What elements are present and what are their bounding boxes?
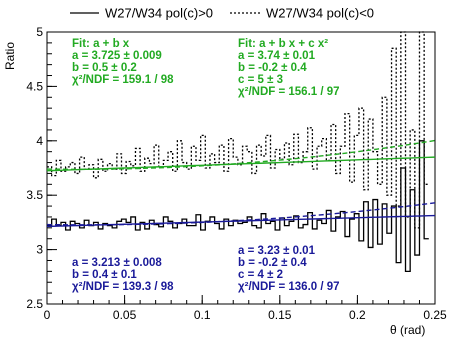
axis-ticks [46, 31, 436, 305]
annot-green-left-1: a = 3.725 ± 0.009 [72, 50, 162, 62]
annot-green-left-0: Fit: a + b x [72, 38, 130, 50]
annot-green-right-0: Fit: a + b x + c x² [238, 38, 328, 50]
annot-green-left-2: b = 0.5 ± 0.2 [72, 62, 137, 74]
x-tick-label: 0.25 [423, 308, 447, 322]
series-line-0 [47, 140, 429, 273]
series-line-1 [47, 31, 429, 229]
x-axis-label: θ (rad) [390, 323, 425, 337]
legend-label-neg: W27/W34 pol(c)<0 [266, 6, 374, 21]
y-tick-label: 2.5 [26, 297, 43, 311]
annot-green-right-2: b = -0.2 ± 0.4 [238, 62, 307, 74]
annot-blue-left-1: b = 0.4 ± 0.1 [72, 269, 137, 281]
y-tick-label: 4.5 [26, 79, 43, 93]
annot-blue-right-3: χ²/NDF = 136.0 / 97 [238, 281, 340, 293]
annot-blue-left-2: χ²/NDF = 139.3 / 98 [72, 281, 174, 293]
x-tick-label: 0 [44, 308, 51, 322]
annot-blue-right-1: b = -0.2 ± 0.4 [238, 257, 307, 269]
y-tick-label: 3.5 [26, 188, 43, 202]
x-tick-label: 0.2 [349, 308, 366, 322]
fit-layer [46, 139, 436, 228]
fit-curve-3 [46, 202, 436, 226]
annot-green-right-4: χ²/NDF = 156.1 / 97 [238, 86, 340, 98]
legend: W27/W34 pol(c)>0 W27/W34 pol(c)<0 [70, 6, 374, 21]
y-tick-label: 4 [36, 134, 43, 148]
y-tick-label: 3 [36, 243, 43, 257]
annot-green-right-3: c = 5 ± 3 [238, 74, 283, 86]
x-tick-label: 0.05 [113, 308, 137, 322]
annot-blue-right-2: c = 4 ± 2 [238, 269, 283, 281]
annot-green-right-1: a = 3.74 ± 0.01 [238, 50, 316, 62]
x-tick-label: 0.1 [194, 308, 211, 322]
legend-label-pos: W27/W34 pol(c)>0 [105, 6, 213, 21]
x-tick-label: 0.15 [268, 308, 292, 322]
fit-annotations: Fit: a + b x a = 3.725 ± 0.009 b = 0.5 ±… [72, 38, 340, 293]
y-tick-label: 5 [36, 25, 43, 39]
annot-blue-right-0: a = 3.23 ± 0.01 [238, 245, 316, 257]
plot-frame [46, 31, 436, 305]
annot-blue-left-0: a = 3.213 ± 0.008 [72, 257, 162, 269]
tick-labels: 0 0.05 0.1 0.15 0.2 0.25 2.5 3 3.5 4 4.5 5 [26, 25, 447, 322]
y-axis-label: Ratio [3, 42, 17, 70]
annot-green-left-3: χ²/NDF = 159.1 / 98 [72, 74, 174, 86]
series-layer [47, 31, 429, 273]
fit-curve-1 [46, 139, 436, 171]
